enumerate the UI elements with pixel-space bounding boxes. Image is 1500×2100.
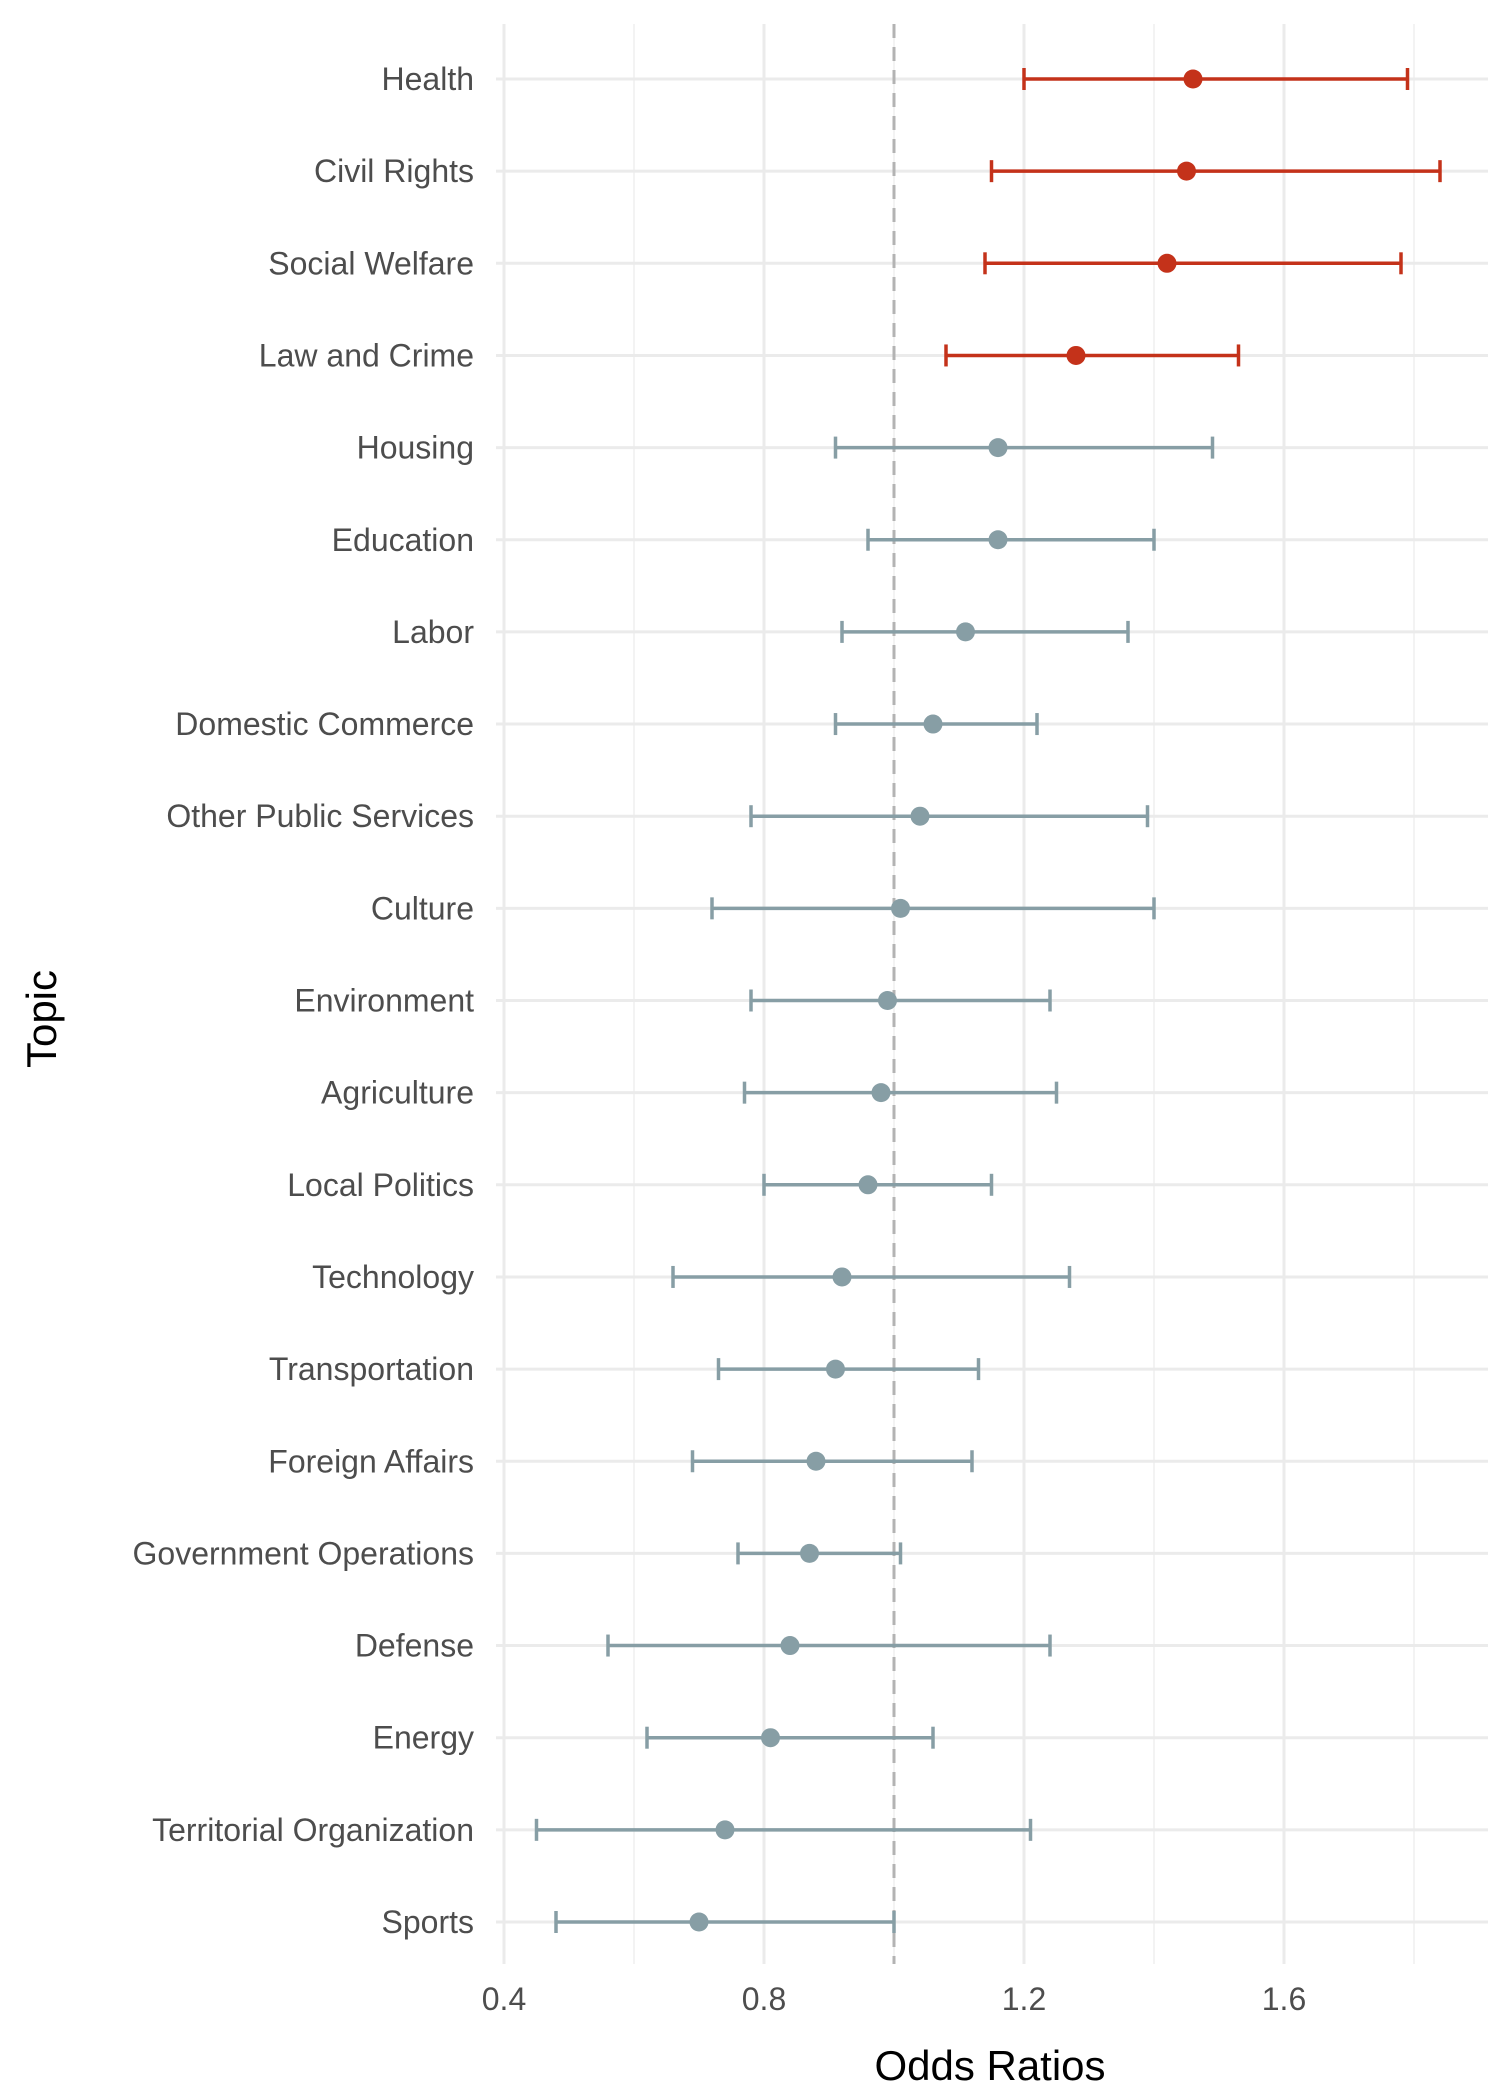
topic-mark-foreign-affairs <box>690 1450 974 1473</box>
x-tick-label: 0.8 <box>742 1981 786 2017</box>
y-tick-label: Culture <box>371 890 474 926</box>
topic-mark-territorial-organization <box>534 1818 1033 1841</box>
y-tick-label: Law and Crime <box>259 337 474 373</box>
y-tick-label: Foreign Affairs <box>268 1443 474 1479</box>
y-tick-label: Domestic Commerce <box>175 706 474 742</box>
estimate-point <box>1157 253 1177 273</box>
y-tick-label: Environment <box>294 983 474 1019</box>
estimate-point <box>956 622 975 642</box>
topic-mark-energy <box>645 1726 935 1749</box>
estimate-point <box>1066 345 1086 365</box>
x-tick-label: 0.4 <box>482 1981 526 2017</box>
estimate-point <box>988 438 1008 458</box>
topic-mark-domestic-commerce <box>833 713 1039 736</box>
y-tick-label: Defense <box>355 1628 474 1664</box>
topic-mark-local-politics <box>762 1173 994 1196</box>
estimate-point <box>1183 69 1203 89</box>
topic-mark-government-operations <box>736 1542 903 1565</box>
y-tick-label: Agriculture <box>321 1075 474 1111</box>
x-tick-label: 1.6 <box>1262 1981 1306 2017</box>
x-axis-title: Odds Ratios <box>874 2042 1105 2089</box>
gridlines <box>496 24 1488 1964</box>
y-tick-label: Other Public Services <box>166 798 474 834</box>
estimate-point <box>1177 161 1196 181</box>
topic-mark-sports <box>554 1911 896 1933</box>
topic-mark-defense <box>606 1634 1052 1657</box>
estimate-point <box>826 1359 845 1379</box>
y-tick-label: Territorial Organization <box>152 1812 474 1848</box>
y-tick-label: Housing <box>357 430 474 466</box>
y-tick-label: Civil Rights <box>314 153 474 189</box>
estimate-point <box>988 530 1008 550</box>
topic-mark-housing <box>833 436 1215 459</box>
y-tick-label: Social Welfare <box>268 245 474 281</box>
estimate-point <box>910 806 930 826</box>
estimate-point <box>923 714 943 734</box>
estimate-point <box>806 1451 826 1471</box>
x-tick-labels: 0.4 0.8 1.2 1.6 <box>482 1981 1306 2017</box>
topic-mark-labor <box>840 620 1130 643</box>
y-tick-label: Energy <box>373 1720 474 1756</box>
estimate-point <box>832 1267 852 1287</box>
y-tick-label: Local Politics <box>287 1167 474 1203</box>
estimate-point <box>761 1728 780 1748</box>
estimate-point <box>780 1636 800 1656</box>
topic-mark-social-welfare <box>983 252 1403 275</box>
estimate-point <box>878 991 897 1010</box>
topic-mark-other-public-services <box>749 805 1150 828</box>
estimate-point <box>715 1820 735 1840</box>
topic-mark-agriculture <box>742 1081 1059 1104</box>
y-tick-label: Education <box>332 522 474 558</box>
y-tick-label: Government Operations <box>133 1535 475 1571</box>
y-tick-label: Health <box>382 61 475 97</box>
estimate-point <box>891 898 910 918</box>
topic-mark-education <box>866 528 1156 551</box>
estimate-point <box>858 1175 878 1195</box>
y-tick-label: Technology <box>312 1259 474 1295</box>
estimate-point <box>800 1543 819 1563</box>
topic-mark-law-and-crime <box>944 344 1241 367</box>
estimate-point <box>871 1083 891 1103</box>
y-axis-title: Topic <box>18 970 65 1068</box>
topic-mark-environment <box>749 989 1052 1012</box>
data-marks <box>534 68 1442 1933</box>
y-tick-label: Transportation <box>269 1351 474 1387</box>
topic-mark-civil-rights <box>989 160 1442 183</box>
estimate-point <box>689 1912 709 1932</box>
y-tick-label: Sports <box>382 1904 474 1940</box>
topic-mark-transportation <box>716 1358 981 1381</box>
topic-mark-culture <box>710 897 1156 920</box>
x-tick-label: 1.2 <box>1002 1981 1046 2017</box>
topic-mark-technology <box>671 1265 1072 1288</box>
y-tick-labels: Health Civil Rights Social Welfare Law and … <box>133 61 475 1940</box>
y-tick-label: Labor <box>392 614 474 650</box>
topic-mark-health <box>1022 68 1410 90</box>
